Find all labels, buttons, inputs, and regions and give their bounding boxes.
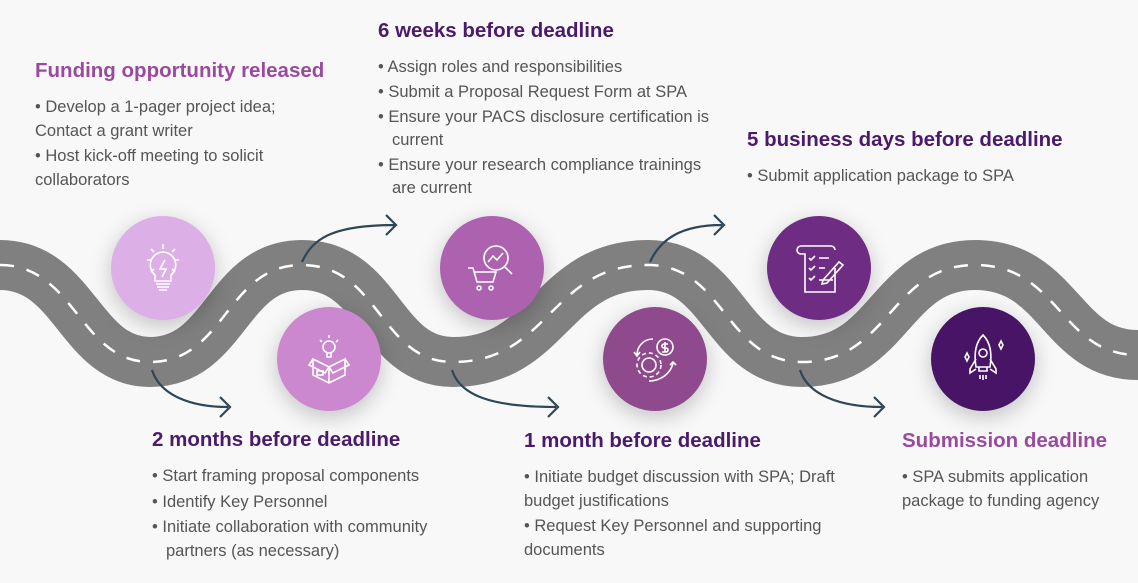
idea-box-icon (277, 307, 381, 411)
list-item: • Submit application package to SPA (747, 167, 1014, 185)
milestone-1-month: 1 month before deadline • Initiate budge… (524, 428, 844, 564)
rocket-icon (931, 307, 1035, 411)
list-item: • Ensure your research compliance traini… (378, 156, 702, 197)
list-item: • Identify Key Personnel (152, 492, 328, 511)
milestone-title: 2 months before deadline (152, 428, 401, 451)
milestone-funding-released: Funding opportunity released • Develop a… (35, 58, 335, 194)
list-item: • Request Key Personnel and supporting d… (524, 517, 822, 559)
list-item: • Develop a 1-pager project idea; Contac… (35, 98, 276, 140)
milestone-5-days: 5 business days before deadline • Submit… (747, 127, 1107, 191)
arrow-icons (150, 214, 886, 418)
milestone-title: 6 weeks before deadline (378, 19, 614, 42)
list-item: • Submit a Proposal Request Form at SPA (378, 83, 688, 101)
milestone-title: Funding opportunity released (35, 59, 325, 82)
list-item: • Initiate budget discussion with SPA; D… (524, 468, 835, 510)
gear-dollar-icon (603, 307, 707, 411)
milestone-title: Submission deadline (902, 429, 1108, 452)
list-item: • Ensure your PACS disclosure certificat… (378, 108, 710, 149)
list-item: • Start framing proposal components (152, 467, 420, 485)
milestone-title: 1 month before deadline (524, 429, 761, 452)
lightbulb-icon (111, 216, 215, 320)
list-item: • Assign roles and responsibilities (378, 58, 623, 76)
milestone-6-weeks: 6 weeks before deadline • Assign roles a… (378, 18, 718, 202)
cart-analytics-icon (440, 216, 544, 320)
milestone-2-months: 2 months before deadline • Start framing… (152, 427, 482, 565)
milestone-submission: Submission deadline • SPA submits applic… (902, 428, 1132, 515)
list-item: • Host kick-off meeting to solicit colla… (35, 147, 264, 189)
list-item: • Initiate collaboration with community … (152, 518, 428, 560)
milestone-title: 5 business days before deadline (747, 128, 1063, 151)
checklist-icon (767, 216, 871, 320)
list-item: • SPA submits application package to fun… (902, 468, 1100, 510)
